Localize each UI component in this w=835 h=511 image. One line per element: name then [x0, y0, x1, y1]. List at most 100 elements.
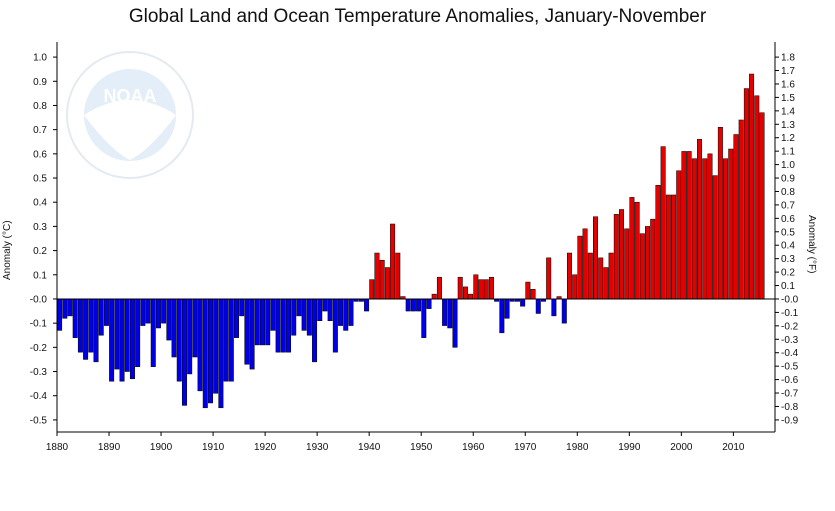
y-tick-label-left: -0.5 [30, 415, 48, 426]
bar-2002 [691, 158, 697, 300]
bar-1895 [135, 298, 141, 367]
y-tick-label-right: 0.4 [781, 241, 795, 252]
bar-1987 [613, 214, 619, 300]
bar-1897 [145, 298, 151, 324]
bar-1891 [114, 298, 120, 370]
bar-1950 [421, 298, 427, 338]
y-tick-label-right: 0.1 [781, 281, 795, 292]
bar-1915 [239, 298, 245, 317]
bar-1957 [457, 276, 463, 300]
y-tick-label-right: 1.7 [781, 66, 795, 77]
bar-1945 [395, 252, 401, 300]
bar-1984 [598, 257, 604, 300]
bar-1929 [312, 298, 318, 363]
bar-1923 [280, 298, 286, 353]
bar-1999 [676, 170, 682, 300]
bar-1955 [447, 298, 453, 329]
bar-1979 [572, 274, 578, 300]
bar-1926 [296, 298, 302, 317]
bar-1906 [192, 298, 198, 358]
bar-1959 [468, 293, 474, 300]
bar-1890 [109, 298, 115, 382]
bar-1914 [234, 298, 239, 338]
bar-2003 [697, 139, 703, 300]
bar-1960 [473, 274, 479, 300]
bar-2001 [686, 151, 692, 300]
bar-2013 [749, 73, 755, 300]
x-tick-label: 2010 [722, 442, 745, 453]
bar-1986 [608, 252, 614, 300]
x-tick-label: 1890 [98, 442, 121, 453]
y-tick-label-left: 0.2 [33, 246, 47, 257]
y-tick-label-left: -0.4 [30, 391, 48, 402]
bar-1883 [72, 298, 78, 338]
y-tick-label-left: 0.6 [33, 149, 47, 160]
bar-1901 [166, 298, 172, 341]
x-tick-label: 1950 [410, 442, 433, 453]
y-tick-label-right: 0.8 [781, 187, 795, 198]
bar-1912 [223, 298, 229, 382]
bar-1934 [338, 298, 344, 326]
bar-1936 [348, 298, 354, 326]
bar-1961 [478, 279, 484, 300]
bar-1982 [587, 252, 593, 300]
y-tick-label-right: 1.8 [781, 53, 795, 64]
bar-1956 [452, 298, 458, 348]
bar-1888 [98, 298, 104, 336]
x-tick-label: 1930 [306, 442, 329, 453]
bar-1898 [150, 298, 156, 367]
bar-1975 [551, 298, 557, 317]
bar-1892 [119, 298, 125, 382]
y-tick-label-left: 0.4 [33, 198, 47, 209]
bar-1983 [593, 216, 598, 300]
bar-1886 [88, 298, 94, 353]
bar-2008 [723, 158, 729, 300]
bar-1910 [213, 298, 219, 394]
y-tick-label-right: -0.8 [781, 402, 799, 413]
y-tick-label-right: 0.7 [781, 200, 795, 211]
x-tick-label: 1880 [46, 442, 69, 453]
bar-1951 [426, 298, 432, 309]
bar-1916 [244, 298, 250, 365]
bar-1941 [374, 252, 380, 300]
x-tick-label: 2000 [670, 442, 693, 453]
bar-1972 [535, 298, 541, 314]
bar-1991 [634, 201, 640, 300]
bar-1933 [332, 298, 338, 353]
bar-2010 [733, 134, 739, 300]
y-axis-left-ticks: 1.0 0.9 0.8 0.7 0.6 0.5 0.4 0.3 0.2 0.1 -0.0 -0.1 -0… [30, 53, 57, 426]
y-tick-label-left: -0.3 [30, 367, 48, 378]
chart-title: Global Land and Ocean Temperature Anomal… [128, 6, 707, 27]
bar-2007 [717, 126, 723, 300]
bar-1885 [83, 298, 89, 360]
bar-1989 [624, 228, 630, 300]
y-axis-right-ticks: 1.8 1.7 1.6 1.5 1.4 1.3 1.2 1.1 1.0 0.9 0.8 0.7 0.6 0… [775, 53, 799, 426]
bar-1953 [436, 276, 442, 300]
bar-1997 [665, 194, 671, 300]
bar-1928 [306, 298, 312, 336]
bar-1899 [155, 298, 161, 329]
bar-1918 [254, 298, 260, 346]
y-tick-label-left: 0.9 [33, 77, 47, 88]
bar-1942 [379, 260, 385, 300]
bar-1893 [124, 298, 130, 372]
y-tick-label-right: 1.1 [781, 147, 795, 158]
bar-2006 [712, 175, 718, 300]
y-tick-label-left: 0.1 [33, 270, 47, 281]
bar-1900 [161, 298, 167, 324]
bar-1994 [650, 218, 656, 300]
bar-1954 [442, 298, 448, 326]
x-tick-label: 1970 [514, 442, 537, 453]
y-tick-label-right: -0.7 [781, 389, 799, 400]
bar-1998 [671, 194, 677, 300]
x-tick-label: 1900 [150, 442, 173, 453]
bar-2000 [681, 151, 687, 300]
bar-1977 [561, 298, 567, 324]
bar-1969 [520, 298, 526, 307]
y-tick-label-left: -0.1 [30, 319, 48, 330]
bar-1996 [660, 146, 666, 300]
bar-1930 [317, 298, 323, 321]
bar-1922 [275, 298, 281, 353]
bar-1911 [218, 298, 224, 409]
